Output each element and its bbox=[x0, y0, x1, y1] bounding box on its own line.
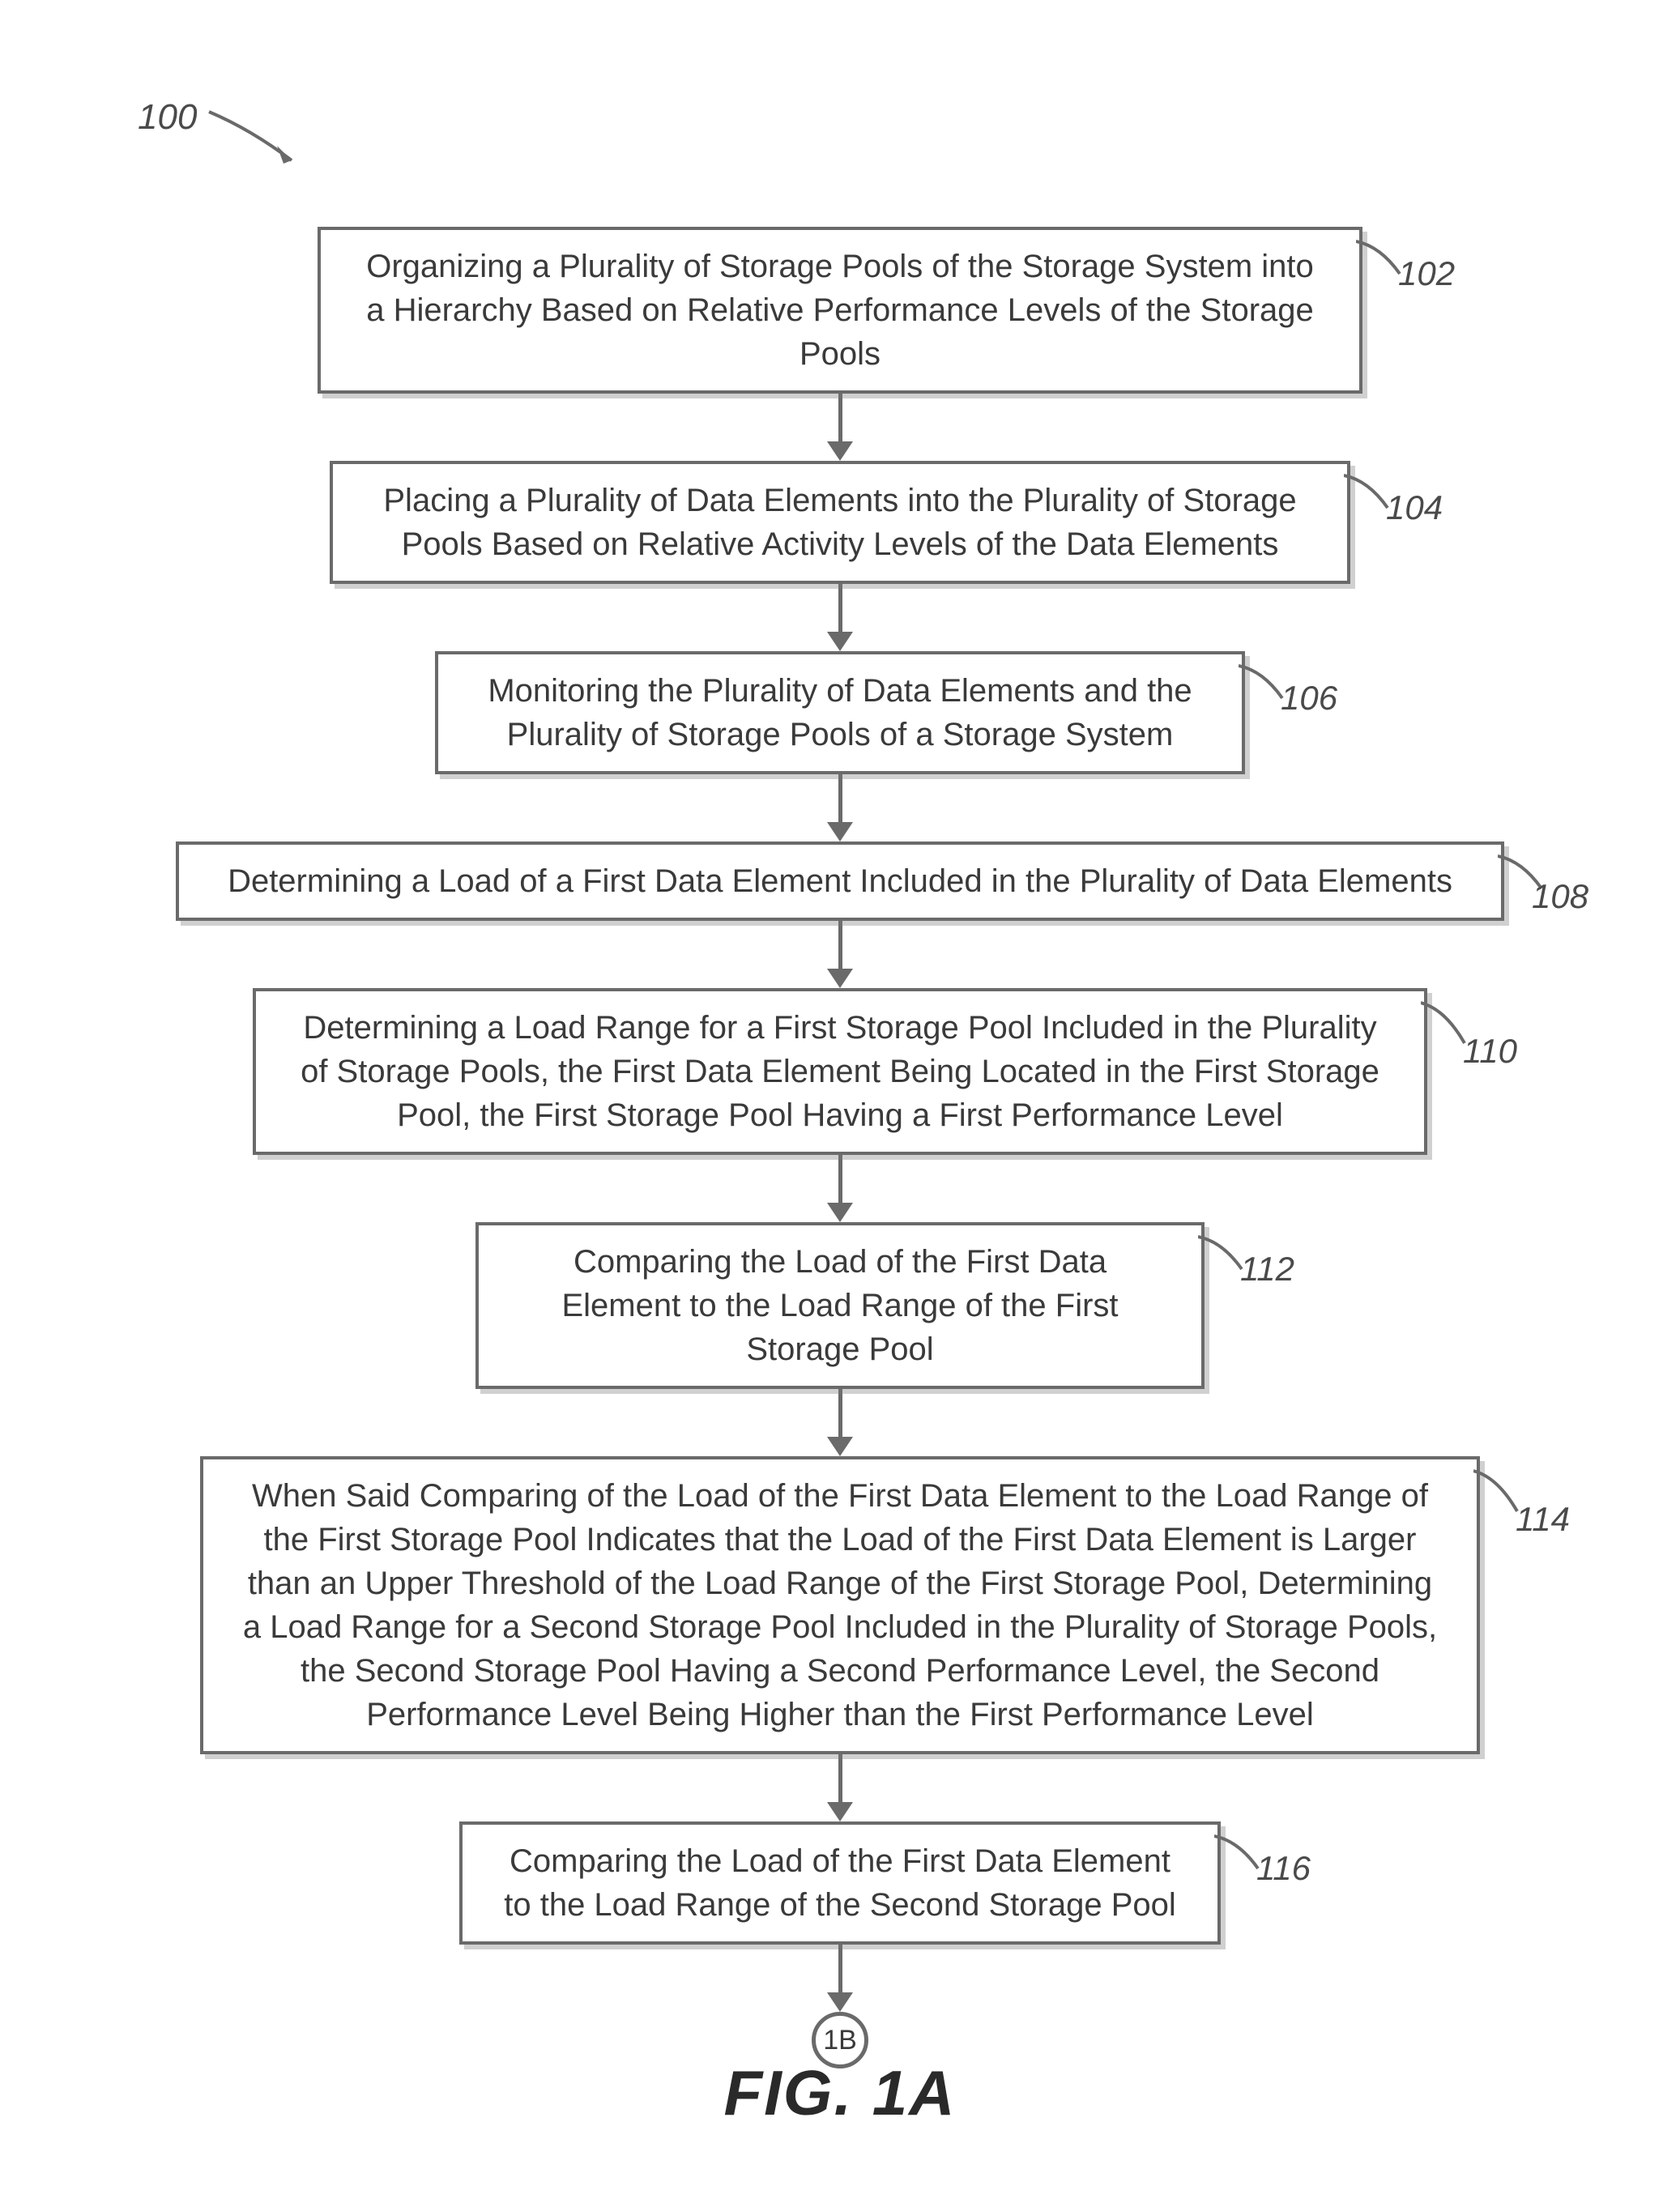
flow-step-114: When Said Comparing of the Load of the F… bbox=[200, 1456, 1480, 1754]
flow-arrow bbox=[827, 774, 853, 841]
flow-step-text: Comparing the Load of the First Data Ele… bbox=[561, 1244, 1118, 1367]
flow-arrow bbox=[827, 1155, 853, 1222]
flow-step-text: Organizing a Plurality of Storage Pools … bbox=[366, 249, 1314, 372]
figure-id-ref: 100 bbox=[138, 97, 197, 138]
flow-arrow bbox=[827, 394, 853, 461]
flow-step-text: Determining a Load of a First Data Eleme… bbox=[228, 863, 1452, 899]
ref-connector bbox=[1214, 1833, 1263, 1885]
flow-step-104: Placing a Plurality of Data Elements int… bbox=[330, 461, 1350, 584]
figure-caption: FIG. 1A bbox=[723, 2056, 956, 2130]
ref-connector bbox=[1344, 472, 1392, 524]
ref-label-108: 108 bbox=[1532, 874, 1588, 920]
ref-label-106: 106 bbox=[1281, 675, 1337, 722]
ref-label-116: 116 bbox=[1256, 1846, 1311, 1892]
flow-arrow bbox=[827, 921, 853, 988]
flow-step-106: Monitoring the Plurality of Data Element… bbox=[435, 651, 1245, 774]
flow-step-108: Determining a Load of a First Data Eleme… bbox=[176, 841, 1504, 921]
flow-step-text: When Said Comparing of the Load of the F… bbox=[243, 1478, 1437, 1732]
flow-step-text: Placing a Plurality of Data Elements int… bbox=[383, 483, 1296, 562]
flow-arrow bbox=[827, 1945, 853, 2012]
flow-step-text: Determining a Load Range for a First Sto… bbox=[301, 1010, 1379, 1133]
ref-connector bbox=[1421, 999, 1469, 1059]
ref-label-110: 110 bbox=[1463, 1029, 1517, 1075]
flow-step-112: Comparing the Load of the First Data Ele… bbox=[475, 1222, 1205, 1389]
ref-label-104: 104 bbox=[1386, 485, 1443, 531]
ref-connector bbox=[1473, 1468, 1522, 1527]
ref-label-114: 114 bbox=[1516, 1497, 1570, 1543]
flow-step-110: Determining a Load Range for a First Sto… bbox=[253, 988, 1427, 1155]
flow-step-text: Comparing the Load of the First Data Ele… bbox=[504, 1843, 1176, 1923]
figure-id-arrow bbox=[203, 105, 316, 178]
ref-label-112: 112 bbox=[1240, 1246, 1294, 1293]
ref-label-102: 102 bbox=[1398, 251, 1455, 297]
flowchart: Organizing a Plurality of Storage Pools … bbox=[143, 227, 1537, 2069]
flow-step-102: Organizing a Plurality of Storage Pools … bbox=[318, 227, 1362, 394]
ref-connector bbox=[1356, 238, 1405, 290]
flow-arrow bbox=[827, 1389, 853, 1456]
flow-arrow bbox=[827, 584, 853, 651]
flow-step-text: Monitoring the Plurality of Data Element… bbox=[488, 673, 1192, 752]
flow-arrow bbox=[827, 1754, 853, 1821]
ref-connector bbox=[1239, 663, 1287, 714]
ref-connector bbox=[1198, 1233, 1247, 1285]
figure-id-label: 100 bbox=[138, 97, 197, 137]
flow-step-116: Comparing the Load of the First Data Ele… bbox=[459, 1821, 1221, 1945]
